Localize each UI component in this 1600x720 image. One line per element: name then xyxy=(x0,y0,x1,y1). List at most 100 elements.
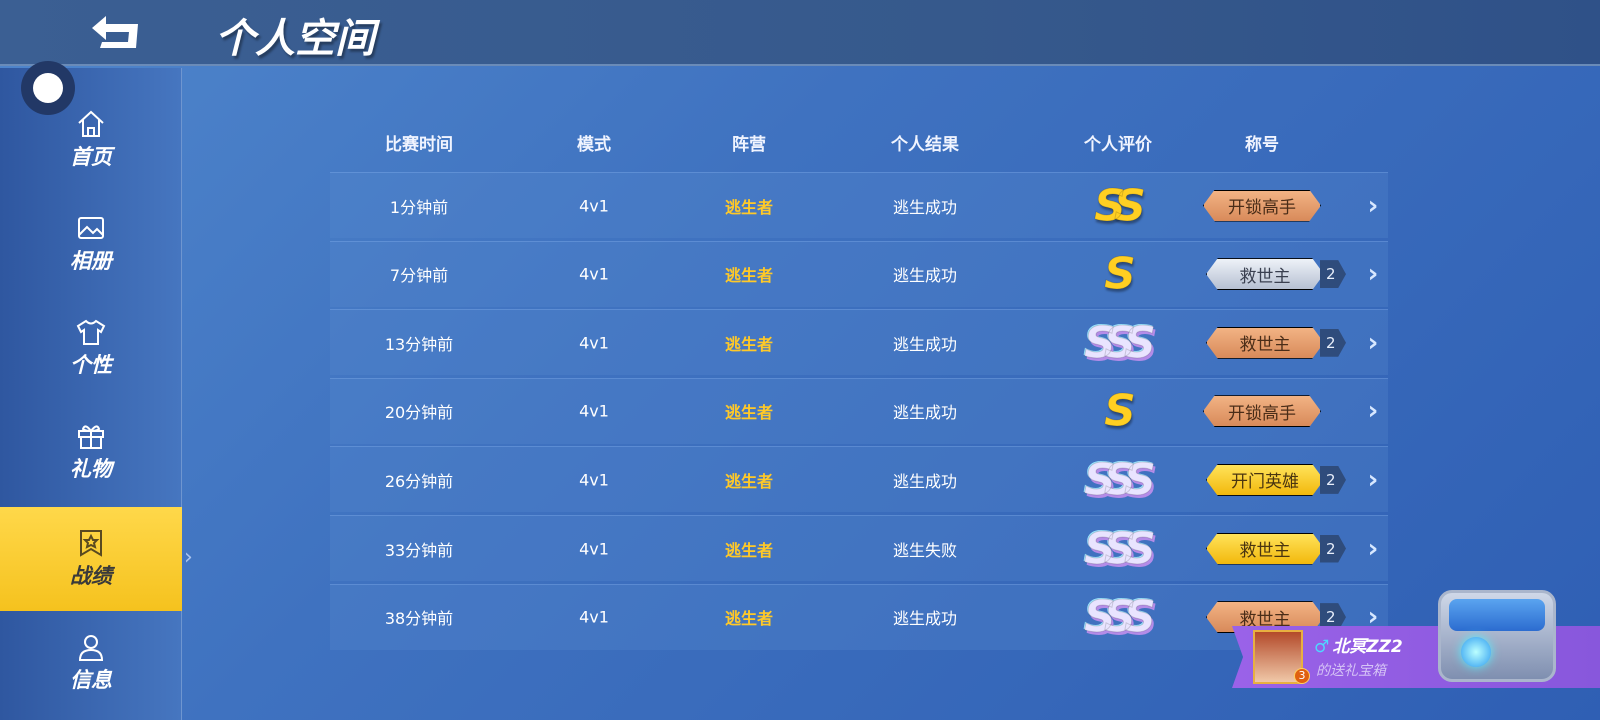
match-time: 13分钟前 xyxy=(384,334,454,354)
title-plate: 开门英雄 xyxy=(1206,463,1324,496)
title-badge[interactable]: 开锁高手 xyxy=(1203,189,1321,222)
match-camp: 逃生者 xyxy=(724,403,774,423)
match-mode: 4v1 xyxy=(579,264,609,284)
match-camp: 逃生者 xyxy=(724,197,774,217)
sidebar-item-label: 礼物 xyxy=(70,457,112,481)
male-icon: ♂ xyxy=(1314,637,1330,657)
medal-icon xyxy=(80,530,102,557)
title-plate: 开锁高手 xyxy=(1203,395,1321,428)
match-result: 逃生成功 xyxy=(892,609,958,629)
image-icon xyxy=(78,217,104,239)
sidebar-item-record[interactable]: 战绩 xyxy=(0,507,182,611)
chevron-right-icon[interactable]: › xyxy=(1367,327,1379,358)
sidebar-item-style[interactable]: 个性 xyxy=(0,296,182,400)
home-icon xyxy=(78,110,104,137)
shirt-icon xyxy=(76,319,106,345)
match-mode: 4v1 xyxy=(579,196,609,215)
table-row[interactable]: 33分钟前 4v1 逃生者 逃生失败 SSS 救世主 2 › xyxy=(330,515,1388,581)
treasure-chest-icon[interactable] xyxy=(1438,590,1556,682)
user-icon xyxy=(78,635,104,661)
header-camp: 阵营 xyxy=(732,135,766,155)
match-time: 20分钟前 xyxy=(384,403,454,423)
sidebar-item-home[interactable]: 首页 xyxy=(0,88,182,192)
rating-badge: SSS xyxy=(1084,454,1157,506)
floating-assist-button[interactable] xyxy=(21,61,75,115)
title-count: 2 xyxy=(1320,465,1346,494)
sidebar-item-info[interactable]: 信息 xyxy=(0,611,182,715)
back-arrow-icon[interactable] xyxy=(88,14,144,54)
sidebar: 首页 相册 个性 礼物 战绩 信息 xyxy=(0,68,182,720)
table-row[interactable]: 1分钟前 4v1 逃生者 逃生成功 SS 开锁高手 › xyxy=(330,172,1388,238)
sidebar-item-label: 信息 xyxy=(70,668,112,692)
active-indicator-chevron-icon: › xyxy=(184,545,193,570)
sidebar-item-label: 首页 xyxy=(70,145,112,169)
header-time: 比赛时间 xyxy=(385,135,453,155)
rating-badge: S xyxy=(1104,248,1137,300)
gift-icon xyxy=(78,425,104,449)
chevron-right-icon[interactable]: › xyxy=(1367,190,1379,221)
title-badge[interactable]: 救世主 2 xyxy=(1206,326,1346,359)
table-row[interactable]: 26分钟前 4v1 逃生者 逃生成功 SSS 开门英雄 2 › xyxy=(330,446,1388,513)
match-time: 26分钟前 xyxy=(384,471,454,491)
match-mode: 4v1 xyxy=(579,470,609,490)
table-row[interactable]: 20分钟前 4v1 逃生者 逃生成功 S 开锁高手 › xyxy=(330,377,1388,444)
sidebar-item-label: 相册 xyxy=(70,249,112,273)
match-time: 7分钟前 xyxy=(389,266,449,286)
sidebar-item-label: 战绩 xyxy=(70,564,112,588)
title-plate: 开锁高手 xyxy=(1203,189,1321,222)
table-row[interactable]: 7分钟前 4v1 逃生者 逃生成功 S 救世主 2 › xyxy=(330,240,1388,307)
match-camp: 逃生者 xyxy=(724,471,774,491)
sidebar-item-label: 个性 xyxy=(70,353,112,377)
rating-badge: SS xyxy=(1094,180,1147,232)
title-badge[interactable]: 救世主 2 xyxy=(1206,532,1346,565)
chevron-right-icon[interactable]: › xyxy=(1367,464,1379,495)
header-title: 称号 xyxy=(1245,135,1279,155)
match-result: 逃生成功 xyxy=(892,471,958,491)
rating-badge: SSS xyxy=(1084,317,1157,369)
rating-badge: SSS xyxy=(1084,591,1157,643)
page-title: 个人空间 xyxy=(215,16,375,62)
gift-sender-name: ♂ 北冥ZZ2 xyxy=(1314,632,1403,657)
title-badge[interactable]: 开门英雄 2 xyxy=(1206,463,1346,496)
title-badge[interactable]: 救世主 2 xyxy=(1206,258,1346,291)
match-camp: 逃生者 xyxy=(724,334,774,354)
title-count: 2 xyxy=(1320,260,1346,289)
rating-badge: SSS xyxy=(1084,523,1157,575)
header-mode: 模式 xyxy=(577,135,611,155)
match-result: 逃生成功 xyxy=(892,197,958,217)
title-count: 2 xyxy=(1320,328,1346,357)
table-row[interactable]: 38分钟前 4v1 逃生者 逃生成功 SSS 救世主 2 › xyxy=(330,583,1388,650)
top-bar: 个人空间 xyxy=(0,0,1600,66)
match-mode: 4v1 xyxy=(579,401,609,421)
match-time: 33分钟前 xyxy=(384,540,454,560)
chevron-right-icon[interactable]: › xyxy=(1367,602,1379,633)
table-row[interactable]: 13分钟前 4v1 逃生者 逃生成功 SSS 救世主 2 › xyxy=(330,309,1388,376)
match-time: 1分钟前 xyxy=(389,197,449,217)
match-mode: 4v1 xyxy=(579,333,609,353)
title-badge[interactable]: 开锁高手 xyxy=(1203,395,1321,428)
header-rating: 个人评价 xyxy=(1084,135,1152,155)
match-camp: 逃生者 xyxy=(724,540,774,560)
rating-badge: S xyxy=(1104,385,1137,437)
match-camp: 逃生者 xyxy=(724,266,774,286)
match-camp: 逃生者 xyxy=(724,609,774,629)
chevron-right-icon[interactable]: › xyxy=(1367,396,1379,427)
match-mode: 4v1 xyxy=(579,607,609,627)
gift-subtitle: 的送礼宝箱 xyxy=(1316,663,1386,679)
match-result: 逃生成功 xyxy=(892,334,958,354)
match-result: 逃生成功 xyxy=(892,266,958,286)
title-plate: 救世主 xyxy=(1206,532,1324,565)
chevron-right-icon[interactable]: › xyxy=(1367,533,1379,564)
chevron-right-icon[interactable]: › xyxy=(1367,259,1379,290)
match-result: 逃生失败 xyxy=(892,540,958,560)
sidebar-item-gift[interactable]: 礼物 xyxy=(0,400,182,504)
sidebar-item-album[interactable]: 相册 xyxy=(0,192,182,296)
title-plate: 救世主 xyxy=(1206,326,1324,359)
title-plate: 救世主 xyxy=(1206,258,1324,291)
match-result: 逃生成功 xyxy=(892,403,958,423)
title-count: 2 xyxy=(1320,534,1346,563)
match-mode: 4v1 xyxy=(579,539,609,558)
sender-name: 北冥ZZ2 xyxy=(1332,637,1403,657)
level-badge: 3 xyxy=(1294,668,1310,684)
header-result: 个人结果 xyxy=(891,135,959,155)
